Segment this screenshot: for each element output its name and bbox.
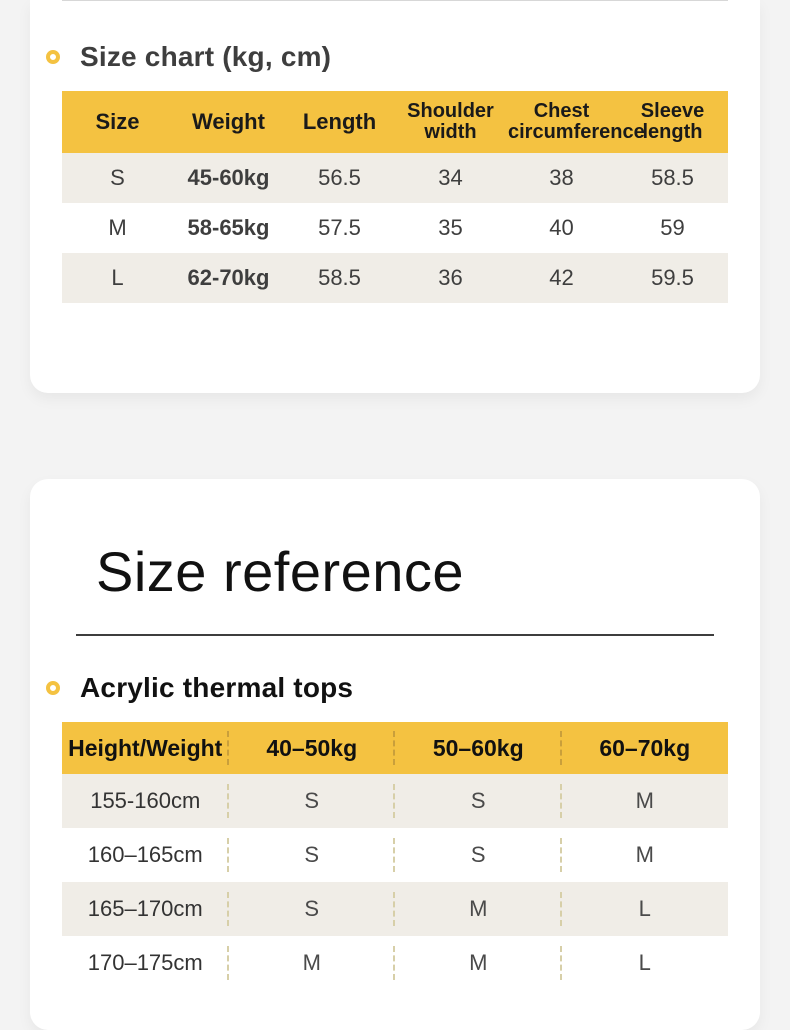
cell-sleeve: 58.5	[617, 153, 728, 203]
size-chart-heading: Size chart (kg, cm)	[30, 41, 760, 91]
col-size: Size	[62, 91, 173, 153]
cell-chest: 38	[506, 153, 617, 203]
table-row: S 45-60kg 56.5 34 38 58.5	[62, 153, 728, 203]
cell: S	[229, 882, 396, 936]
cell-height: 160–165cm	[62, 828, 229, 882]
cell-shoulder: 36	[395, 253, 506, 303]
col-w1: 40–50kg	[229, 722, 396, 774]
cell-sleeve: 59	[617, 203, 728, 253]
cell-size: M	[62, 203, 173, 253]
col-shoulder: Shoulder width	[395, 91, 506, 153]
cell-length: 58.5	[284, 253, 395, 303]
table-header-row: Height/Weight 40–50kg 50–60kg 60–70kg	[62, 722, 728, 774]
cell-chest: 42	[506, 253, 617, 303]
cell-height: 155-160cm	[62, 774, 229, 828]
col-length: Length	[284, 91, 395, 153]
cell-chest: 40	[506, 203, 617, 253]
cell: M	[395, 882, 562, 936]
col-w3: 60–70kg	[562, 722, 729, 774]
col-height-weight: Height/Weight	[62, 722, 229, 774]
bullet-icon	[46, 50, 60, 64]
cell: S	[395, 828, 562, 882]
table-row: 160–165cm S S M	[62, 828, 728, 882]
cell-size: S	[62, 153, 173, 203]
heading-underline	[76, 634, 714, 636]
size-reference-subheading: Acrylic thermal tops	[30, 672, 760, 722]
cell-weight: 45-60kg	[173, 153, 284, 203]
cell-weight: 58-65kg	[173, 203, 284, 253]
table-row: M 58-65kg 57.5 35 40 59	[62, 203, 728, 253]
size-reference-subtitle: Acrylic thermal tops	[80, 672, 353, 704]
size-reference-heading: Size reference	[30, 539, 760, 634]
table-row: 155-160cm S S M	[62, 774, 728, 828]
size-reference-card: Size reference Acrylic thermal tops Heig…	[30, 479, 760, 1030]
cell: M	[562, 774, 729, 828]
cell: S	[395, 774, 562, 828]
table-row: 170–175cm M M L	[62, 936, 728, 990]
cell: M	[562, 828, 729, 882]
cell-weight: 62-70kg	[173, 253, 284, 303]
cell: L	[562, 882, 729, 936]
cell-height: 170–175cm	[62, 936, 229, 990]
cell-size: L	[62, 253, 173, 303]
cell-length: 56.5	[284, 153, 395, 203]
cell: M	[229, 936, 396, 990]
bullet-icon	[46, 681, 60, 695]
size-chart-title: Size chart (kg, cm)	[80, 41, 331, 73]
col-w2: 50–60kg	[395, 722, 562, 774]
cell-shoulder: 34	[395, 153, 506, 203]
cell-length: 57.5	[284, 203, 395, 253]
cell: S	[229, 774, 396, 828]
divider	[62, 0, 728, 1]
cell: S	[229, 828, 396, 882]
cell-sleeve: 59.5	[617, 253, 728, 303]
size-chart-card: Size chart (kg, cm) Size Weight Length S…	[30, 0, 760, 393]
table-row: L 62-70kg 58.5 36 42 59.5	[62, 253, 728, 303]
size-chart-table: Size Weight Length Shoulder width Chest …	[62, 91, 728, 303]
col-weight: Weight	[173, 91, 284, 153]
cell: L	[562, 936, 729, 990]
size-reference-table: Height/Weight 40–50kg 50–60kg 60–70kg 15…	[62, 722, 728, 990]
cell-shoulder: 35	[395, 203, 506, 253]
table-row: 165–170cm S M L	[62, 882, 728, 936]
col-chest: Chest circumference	[506, 91, 617, 153]
cell-height: 165–170cm	[62, 882, 229, 936]
table-header-row: Size Weight Length Shoulder width Chest …	[62, 91, 728, 153]
cell: M	[395, 936, 562, 990]
